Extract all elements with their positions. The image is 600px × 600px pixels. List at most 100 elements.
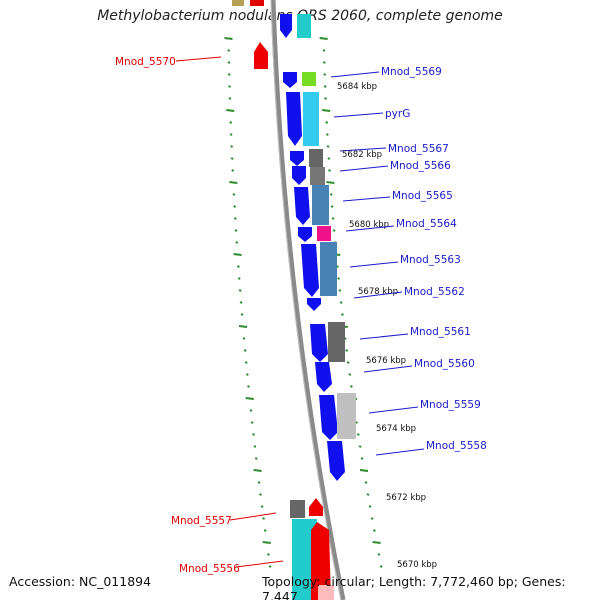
label-leader-mnod-5556: [235, 560, 284, 568]
scale-tick-mark: [345, 349, 349, 352]
scale-tick-mark: [235, 241, 239, 244]
label-leader-mnod-5563: [349, 261, 399, 268]
scale-tick-mark: [337, 277, 341, 280]
gene-block-mnod-5566-gray: [310, 167, 325, 185]
scale-tick-mark: [325, 133, 329, 136]
gene-label-pyrg[interactable]: pyrG: [385, 108, 410, 120]
scale-tick-mark: [366, 493, 370, 496]
scale-tick-mark: [228, 97, 232, 100]
scale-tick-mark: [237, 277, 241, 280]
label-leader-mnod-5567: [339, 147, 387, 152]
scale-tick-mark: [233, 217, 237, 220]
scale-tick-mark: [252, 433, 255, 436]
scale-tick-mark: [232, 193, 236, 196]
scale-tick-mark: [323, 73, 327, 76]
scale-tick-mark: [377, 553, 381, 556]
gene-label-mnod-5563[interactable]: Mnod_5563: [400, 254, 461, 266]
scale-tick-mark: [229, 133, 233, 136]
scale-tick-mark: [324, 97, 328, 100]
gene-label-mnod-5569[interactable]: Mnod_5569: [381, 66, 442, 78]
gene-block-mnod-5569-green: [302, 72, 316, 86]
scale-tick-mark: [263, 529, 267, 532]
gene-arrow-mnod-5556: [311, 522, 331, 600]
gene-label-mnod-5558[interactable]: Mnod_5558: [426, 440, 487, 452]
gene-arrow-mnod-5563: [301, 244, 319, 297]
label-leader-pyrg: [333, 112, 384, 118]
label-leader-mnod-5558: [375, 448, 425, 456]
gene-label-mnod-5565[interactable]: Mnod_5565: [392, 190, 453, 202]
scale-tick-mark: [233, 205, 237, 208]
gene-label-mnod-5562[interactable]: Mnod_5562: [404, 286, 465, 298]
scale-tick-rings: [224, 37, 383, 568]
gene-label-mnod-5567[interactable]: Mnod_5567: [388, 143, 449, 155]
scale-tick-label-5674: 5674 kbp: [376, 424, 416, 434]
scale-tick-mark: [326, 145, 330, 148]
scale-tick-mark: [326, 181, 335, 184]
scale-tick-mark: [327, 157, 331, 160]
gene-label-mnod-5559[interactable]: Mnod_5559: [420, 399, 481, 411]
scale-tick-mark: [238, 289, 242, 292]
scale-tick-mark: [325, 121, 329, 124]
topology-summary-text: Topology: circular; Length: 7,772,460 bp…: [262, 574, 566, 600]
scale-tick-mark: [332, 229, 336, 232]
scale-tick-mark: [244, 361, 248, 364]
gene-arrow-mnod-5557: [309, 498, 323, 516]
gene-arrow-mnod-5564: [298, 227, 312, 242]
scale-tick-mark: [228, 85, 231, 88]
scale-tick-mark: [328, 169, 331, 172]
scale-tick-label-5670: 5670 kbp: [397, 560, 437, 570]
label-leader-mnod-5570: [175, 56, 222, 62]
gene-label-mnod-5560[interactable]: Mnod_5560: [414, 358, 475, 370]
scale-tick-mark: [233, 253, 242, 256]
scale-tick-mark: [349, 385, 353, 388]
scale-tick-mark: [224, 37, 233, 40]
label-leader-mnod-5559: [368, 406, 419, 414]
gene-block-mnod-5556-pink: [318, 585, 334, 600]
scale-tick-mark: [372, 529, 376, 532]
scale-tick-mark: [268, 565, 272, 568]
scale-tick-mark: [260, 505, 264, 508]
scale-tick-mark: [227, 61, 231, 64]
scale-tick-mark: [234, 229, 238, 232]
scale-tick-mark: [227, 49, 231, 52]
gene-block-top-cyan: [297, 14, 311, 38]
accession-text: Accession: NC_011894: [9, 574, 152, 589]
scale-tick-mark: [359, 469, 369, 472]
scale-tick-mark: [266, 553, 270, 556]
gene-label-mnod-5556[interactable]: Mnod_5556: [179, 563, 240, 575]
genome-backbone: [270, 0, 346, 600]
scale-tick-mark: [338, 289, 342, 292]
scale-tick-label-5678: 5678 kbp: [358, 287, 398, 297]
scale-tick-mark: [322, 109, 331, 112]
scale-tick-mark: [322, 49, 326, 52]
scale-tick-mark: [257, 481, 261, 484]
label-leader-mnod-5562: [353, 291, 403, 299]
gene-arrow-top-blue: [280, 14, 292, 38]
scale-tick-mark: [259, 493, 262, 496]
gene-label-mnod-5564[interactable]: Mnod_5564: [396, 218, 457, 230]
scale-tick-mark: [322, 61, 326, 64]
scale-tick-mark: [358, 445, 362, 448]
genome-backbone-highlight: [270, 0, 342, 600]
scale-tick-mark: [226, 109, 235, 112]
gene-label-mnod-5570[interactable]: Mnod_5570: [115, 56, 176, 68]
scale-tick-mark: [236, 265, 240, 268]
gene-block-mnod-5564-magenta: [317, 226, 331, 241]
gene-block-pyrg-cyan: [303, 92, 319, 146]
scale-tick-mark: [253, 469, 262, 472]
scale-tick-mark: [330, 205, 334, 208]
gene-arrow-mnod-5569: [283, 72, 297, 88]
scale-tick-mark: [370, 517, 374, 520]
partial-feature-olive: [232, 0, 244, 6]
gene-arrow-mnod-5559: [319, 395, 338, 440]
gene-label-mnod-5561[interactable]: Mnod_5561: [410, 326, 471, 338]
label-leader-mnod-5560: [363, 365, 413, 373]
scale-tick-mark: [348, 373, 352, 376]
scale-tick-mark: [262, 517, 266, 520]
scale-tick-mark: [368, 505, 372, 508]
gene-label-mnod-5566[interactable]: Mnod_5566: [390, 160, 451, 172]
scale-tick-mark: [339, 301, 343, 304]
label-leader-mnod-5557: [229, 512, 277, 521]
gene-label-mnod-5557[interactable]: Mnod_5557: [171, 515, 232, 527]
